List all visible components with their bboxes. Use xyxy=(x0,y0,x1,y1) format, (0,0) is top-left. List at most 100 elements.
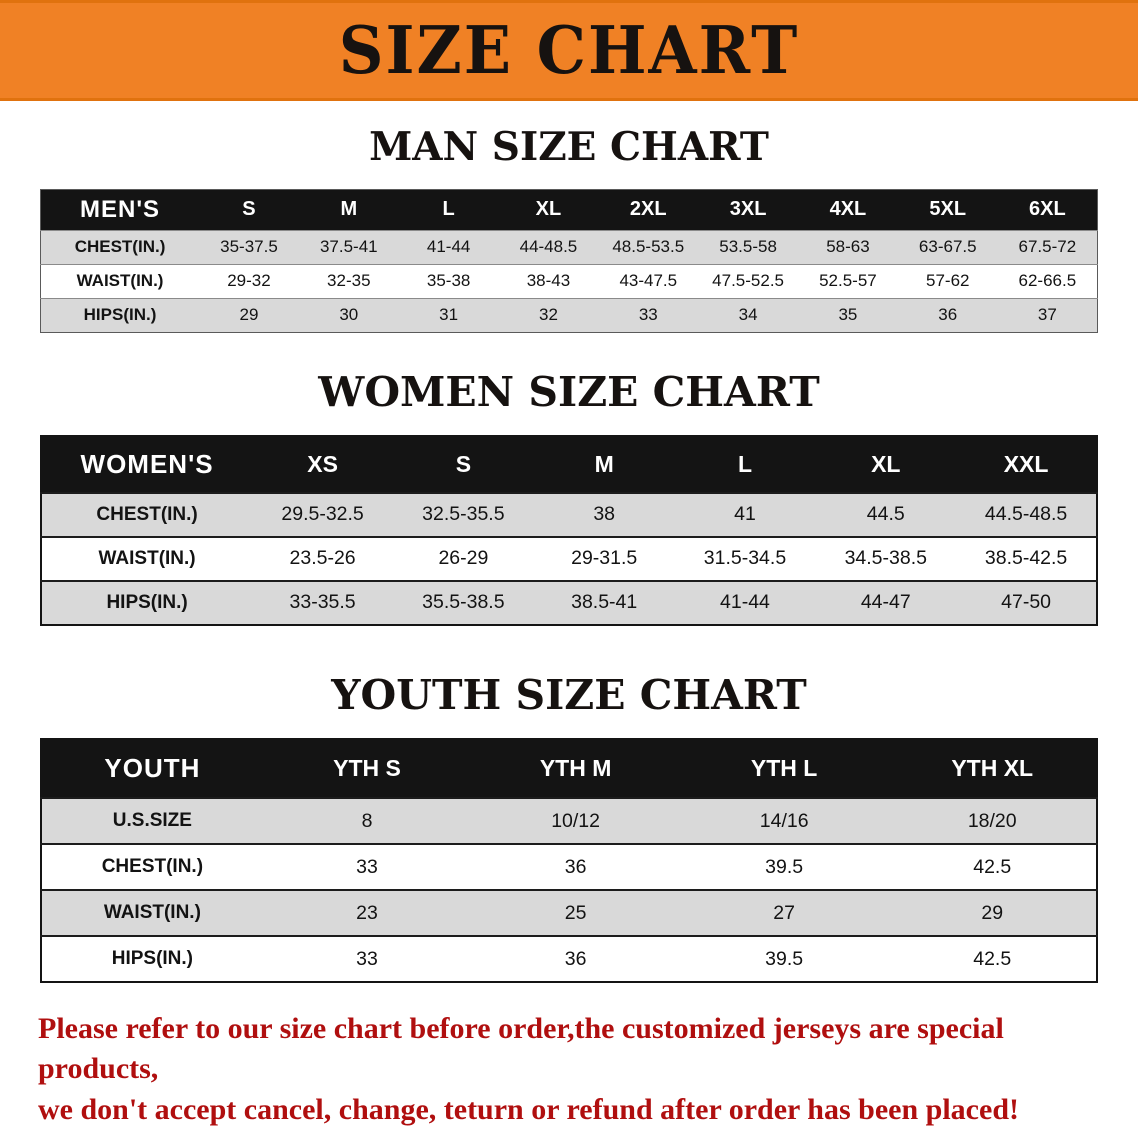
disclaimer-note: Please refer to our size chart before or… xyxy=(0,1009,1138,1130)
youth-size-section: YOUTH SIZE CHART YOUTH YTH S YTH M YTH L YTH… xyxy=(0,670,1138,984)
size-value: 34.5-38.5 xyxy=(844,547,927,570)
men-section-title: MAN SIZE CHART xyxy=(369,124,769,170)
size-value: 44.5-48.5 xyxy=(984,503,1068,526)
men-size-table: MEN'S S M L XL 2XL 3XL 4XL 5XL 6XL CHEST(IN.) 35-37… xyxy=(40,188,1098,333)
row-label: WAIST(IN.) xyxy=(103,902,201,924)
row-label: CHEST(IN.) xyxy=(74,237,166,257)
size-column-header: YTH XL xyxy=(951,755,1034,782)
women-section-title: WOMEN SIZE CHART xyxy=(318,367,820,416)
size-value: 35 xyxy=(838,305,858,325)
size-value: 18/20 xyxy=(967,809,1017,832)
size-column-header: YTH L xyxy=(750,755,818,782)
size-value: 38 xyxy=(593,503,616,526)
size-value: 8 xyxy=(361,809,373,832)
men-size-section: MAN SIZE CHART MEN'S S M L XL 2XL 3XL 4XL 5XL 6XL… xyxy=(0,125,1138,333)
size-column-header: XL xyxy=(871,450,901,477)
size-value: 29 xyxy=(239,305,259,325)
youth-size-table: YOUTH YTH S YTH M YTH L YTH XL U.S.SIZE 8 10/12… xyxy=(40,738,1098,984)
size-value: 31.5-34.5 xyxy=(703,547,787,570)
size-value: 42.5 xyxy=(973,855,1012,878)
measurement-row: HIPS(IN.) 33-35.5 35.5-38.5 38.5-41 41-44 44-… xyxy=(41,580,1097,625)
size-value: 47-50 xyxy=(1001,591,1052,614)
size-column-header: XS xyxy=(307,450,338,477)
size-column-header: 4XL xyxy=(829,198,867,221)
size-value: 37.5-41 xyxy=(319,237,378,257)
size-value: 32 xyxy=(538,305,558,325)
size-value: 58-63 xyxy=(826,237,870,257)
size-value: 10/12 xyxy=(551,809,600,832)
size-column-header: M xyxy=(594,450,614,477)
measurement-row: WAIST(IN.) 23 25 27 29 xyxy=(41,890,1097,937)
size-value: 33-35.5 xyxy=(289,591,356,614)
measurement-row: HIPS(IN.) 29 30 31 32 33 34 35 36 37 xyxy=(40,298,1098,333)
size-value: 67.5-72 xyxy=(1018,237,1077,257)
size-column-header: L xyxy=(737,450,752,477)
size-value: 38-43 xyxy=(526,271,571,291)
banner-title: SIZE CHART xyxy=(338,12,800,89)
measurement-row: CHEST(IN.) 35-37.5 37.5-41 41-44 44-48.5 48.5… xyxy=(40,230,1098,265)
size-value: 34 xyxy=(738,305,758,325)
row-label: U.S.SIZE xyxy=(112,810,192,832)
table-corner-label: YOUTH xyxy=(104,753,201,784)
size-column-header: XL xyxy=(535,198,562,221)
size-column-header: 6XL xyxy=(1028,198,1066,221)
size-value: 41-44 xyxy=(720,591,770,614)
size-value: 39.5 xyxy=(765,855,804,878)
row-label: HIPS(IN.) xyxy=(83,305,157,325)
row-label: WAIST(IN.) xyxy=(98,547,196,569)
size-value: 35.5-38.5 xyxy=(422,591,505,614)
size-value: 23.5-26 xyxy=(289,547,356,570)
size-value: 63-67.5 xyxy=(918,237,977,257)
size-value: 38.5-41 xyxy=(571,591,638,614)
table-header-row: YOUTH YTH S YTH M YTH L YTH XL xyxy=(41,739,1097,799)
size-value: 53.5-58 xyxy=(719,237,777,257)
size-column-header: XXL xyxy=(1003,450,1049,477)
size-column-header: S xyxy=(455,450,472,477)
women-size-table: WOMEN'S XS S M L XL XXL CHEST(IN.) 29.5-32.5 32.5… xyxy=(40,434,1098,626)
size-column-header: 2XL xyxy=(629,198,667,221)
size-value: 43-47.5 xyxy=(619,271,678,291)
row-label: CHEST(IN.) xyxy=(96,503,198,525)
size-value: 57-62 xyxy=(926,271,970,291)
size-column-header: L xyxy=(442,198,455,221)
table-header-row: WOMEN'S XS S M L XL XXL xyxy=(41,435,1097,493)
size-value: 36 xyxy=(564,947,587,970)
size-value: 26-29 xyxy=(438,547,489,570)
size-value: 31 xyxy=(439,305,459,325)
size-value: 36 xyxy=(564,855,587,878)
size-column-header: M xyxy=(340,198,358,221)
size-value: 32-35 xyxy=(327,271,371,291)
size-value: 14/16 xyxy=(759,809,809,832)
size-value: 29-31.5 xyxy=(571,547,638,570)
size-value: 32.5-35.5 xyxy=(422,503,505,526)
size-value: 30 xyxy=(339,305,359,325)
size-value: 27 xyxy=(773,901,795,924)
size-value: 33 xyxy=(356,855,378,878)
size-value: 37 xyxy=(1037,305,1057,325)
size-value: 41 xyxy=(734,503,756,526)
measurement-row: WAIST(IN.) 23.5-26 26-29 29-31.5 31.5-34.5 34… xyxy=(41,536,1097,581)
size-column-header: YTH M xyxy=(539,755,612,782)
size-value: 23 xyxy=(356,901,378,924)
measurement-row: HIPS(IN.) 33 36 39.5 42.5 xyxy=(41,936,1097,983)
measurement-row: U.S.SIZE 8 10/12 14/16 18/20 xyxy=(41,798,1097,845)
youth-section-title: YOUTH SIZE CHART xyxy=(331,670,807,719)
table-corner-label: WOMEN'S xyxy=(80,448,214,479)
size-column-header: 5XL xyxy=(929,198,967,221)
size-value: 25 xyxy=(564,901,587,924)
row-label: HIPS(IN.) xyxy=(106,591,188,613)
size-value: 38.5-42.5 xyxy=(984,547,1068,570)
size-column-header: S xyxy=(242,198,256,221)
size-value: 35-37.5 xyxy=(220,237,278,257)
table-header-row: MEN'S S M L XL 2XL 3XL 4XL 5XL 6XL xyxy=(40,189,1098,231)
size-value: 42.5 xyxy=(973,947,1012,970)
size-value: 35-38 xyxy=(426,271,471,291)
banner: SIZE CHART xyxy=(0,0,1138,101)
size-value: 47.5-52.5 xyxy=(712,271,785,291)
table-corner-label: MEN'S xyxy=(80,195,161,223)
size-value: 29-32 xyxy=(227,271,271,291)
disclaimer-line-2: we don't accept cancel, change, teturn o… xyxy=(38,1092,1019,1126)
size-column-header: 3XL xyxy=(729,198,767,221)
row-label: WAIST(IN.) xyxy=(76,271,164,291)
